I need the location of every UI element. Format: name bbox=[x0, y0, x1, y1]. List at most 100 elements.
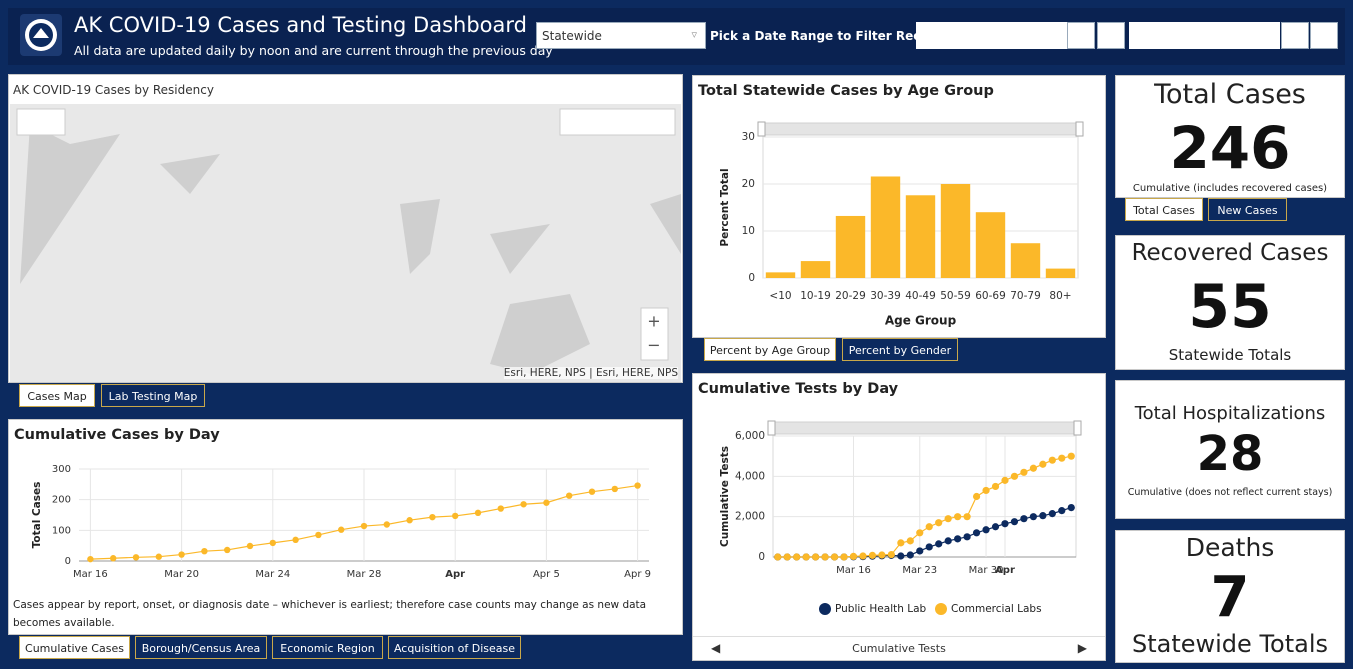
y-tick-label: 30 bbox=[742, 131, 755, 143]
point bbox=[906, 551, 914, 559]
point bbox=[201, 547, 208, 555]
point bbox=[840, 553, 848, 561]
indicator-title: Recovered Cases bbox=[1131, 240, 1329, 266]
point bbox=[110, 555, 117, 562]
point bbox=[315, 531, 322, 539]
tab[interactable]: Percent by Gender bbox=[842, 338, 958, 361]
tab[interactable]: Cumulative Cases bbox=[19, 636, 130, 659]
point bbox=[887, 550, 895, 559]
point bbox=[155, 553, 162, 560]
point bbox=[566, 492, 573, 499]
point bbox=[1001, 520, 1009, 528]
tab[interactable]: Percent by Age Group bbox=[704, 338, 836, 361]
bar bbox=[905, 195, 936, 278]
bar bbox=[1045, 268, 1076, 278]
point bbox=[935, 519, 943, 527]
svg-text:+: + bbox=[647, 312, 660, 331]
slider-handle bbox=[767, 420, 776, 436]
bar bbox=[940, 184, 971, 278]
tab[interactable]: Cases Map bbox=[19, 384, 95, 407]
point bbox=[1067, 452, 1075, 460]
indicator-caption: Cumulative (does not reflect current sta… bbox=[1127, 487, 1333, 498]
point bbox=[991, 482, 1000, 491]
tab[interactable]: New Cases bbox=[1208, 198, 1287, 221]
prev-arrow[interactable]: ◀ bbox=[711, 641, 721, 655]
point bbox=[132, 554, 140, 561]
indicator-value: 246 bbox=[1169, 114, 1291, 182]
point bbox=[1020, 515, 1028, 523]
point bbox=[935, 540, 943, 548]
point bbox=[982, 486, 990, 495]
indicator-value: 28 bbox=[1196, 426, 1264, 482]
legend-swatch bbox=[819, 603, 831, 615]
y-axis-label: Percent Total bbox=[719, 168, 731, 246]
point bbox=[543, 499, 550, 506]
chart-title: Cumulative Cases by Day bbox=[14, 427, 220, 443]
point bbox=[897, 552, 905, 560]
point bbox=[972, 529, 981, 537]
x-tick-label: 30-39 bbox=[870, 290, 901, 302]
indicator: Total Hospitalizations 28 Cumulative (do… bbox=[1115, 380, 1345, 519]
point bbox=[383, 521, 390, 528]
point bbox=[474, 509, 482, 517]
cases-chart: Cumulative Cases by Day 0 100 200 300 Total C… bbox=[14, 427, 651, 580]
time-button[interactable] bbox=[1310, 22, 1338, 49]
point bbox=[360, 522, 368, 530]
region-select[interactable]: Statewide ▿ bbox=[536, 22, 706, 49]
tab[interactable]: Lab Testing Map bbox=[101, 384, 205, 407]
point bbox=[224, 546, 231, 554]
y-tick-label: 0 bbox=[65, 556, 71, 567]
end-date-input[interactable] bbox=[1129, 22, 1280, 49]
point bbox=[944, 515, 952, 523]
x-tick-label: 10-19 bbox=[800, 290, 831, 302]
point bbox=[982, 526, 990, 534]
time-button[interactable] bbox=[1097, 22, 1125, 49]
x-tick-label: Mar 16 bbox=[836, 565, 871, 576]
tab[interactable]: Economic Region bbox=[272, 636, 383, 659]
x-tick-label: Apr bbox=[995, 565, 1015, 576]
tab[interactable]: Acquisition of Disease bbox=[388, 636, 521, 659]
point bbox=[1058, 507, 1066, 515]
line bbox=[777, 507, 1072, 558]
bar bbox=[870, 176, 901, 278]
point bbox=[1039, 460, 1047, 468]
point bbox=[963, 533, 971, 541]
legend-swatch bbox=[935, 603, 947, 615]
x-tick-label: Mar 20 bbox=[164, 569, 199, 580]
cases-panel: Cumulative Cases by Day 0 100 200 300 Total C… bbox=[8, 419, 683, 635]
indicator-title: Total Cases bbox=[1154, 79, 1306, 110]
indicator-value: 55 bbox=[1188, 272, 1272, 342]
calendar-button[interactable] bbox=[1281, 22, 1309, 49]
region-select-text: Statewide bbox=[542, 29, 602, 43]
indicator-caption: Cumulative (includes recovered cases) bbox=[1132, 183, 1328, 194]
point bbox=[338, 526, 345, 533]
chart-title: Total Statewide Cases by Age Group bbox=[698, 83, 994, 99]
indicator-caption: Statewide Totals bbox=[1168, 346, 1292, 364]
next-arrow[interactable]: ▶ bbox=[1077, 641, 1087, 655]
point bbox=[452, 512, 459, 520]
start-date-input[interactable] bbox=[916, 22, 1067, 49]
indicator: Total Cases 246 Cumulative (includes rec… bbox=[1115, 75, 1345, 198]
header-subtitle: All data are updated daily by noon and a… bbox=[74, 43, 553, 58]
calendar-button[interactable] bbox=[1067, 22, 1095, 49]
point bbox=[429, 513, 436, 521]
tab[interactable]: Total Cases bbox=[1125, 198, 1203, 221]
y-tick-label: 2,000 bbox=[735, 511, 765, 523]
y-axis-label: Cumulative Tests bbox=[719, 446, 731, 547]
map[interactable]: + − bbox=[10, 104, 681, 382]
point bbox=[897, 539, 905, 547]
indicator-caption: Statewide Totals bbox=[1131, 630, 1328, 658]
y-tick-label: 200 bbox=[52, 495, 71, 506]
logo bbox=[20, 14, 62, 56]
x-tick-label: Mar 24 bbox=[255, 569, 290, 580]
legend-label: Commercial Labs bbox=[951, 603, 1042, 615]
point bbox=[812, 553, 820, 561]
point bbox=[802, 553, 810, 561]
tab[interactable]: Borough/Census Area bbox=[135, 636, 267, 659]
tests-chart: Cumulative Tests by Day 0 2,000 4,000 6,000 C… bbox=[698, 381, 1082, 615]
point bbox=[783, 553, 791, 561]
point bbox=[793, 553, 801, 561]
x-tick-label: Apr 5 bbox=[533, 569, 560, 580]
range-slider bbox=[760, 122, 1081, 136]
svg-text:−: − bbox=[647, 336, 660, 355]
